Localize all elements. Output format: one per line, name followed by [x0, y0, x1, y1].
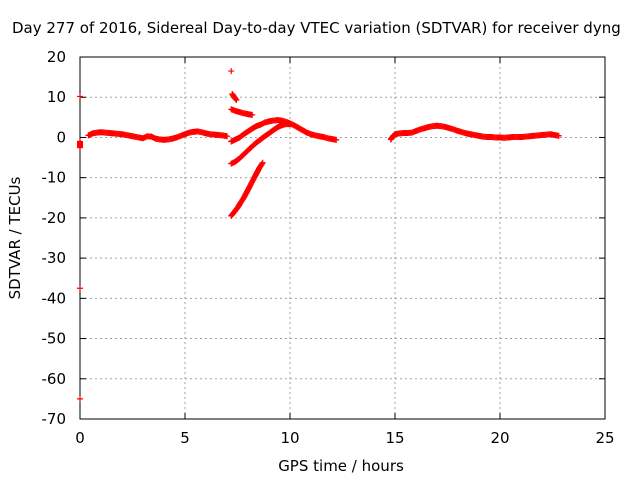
series-peak-points [228, 68, 240, 104]
grid [80, 57, 605, 419]
y-tick-label: -10 [42, 169, 67, 187]
y-tick-label: -40 [42, 289, 67, 307]
y-tick-label: -50 [42, 330, 67, 348]
data-points [77, 68, 562, 402]
x-tick-label: 20 [490, 429, 509, 447]
data-point [224, 133, 230, 140]
series-upper-arc [228, 117, 340, 145]
data-point [77, 285, 83, 292]
x-tick-label: 5 [180, 429, 190, 447]
y-tick-label: -60 [42, 370, 67, 388]
y-axis-label: SDTVAR / TECUs [6, 176, 24, 299]
data-point [233, 97, 240, 104]
data-point [249, 111, 256, 118]
series-early-outliers [77, 93, 83, 402]
data-point [259, 159, 266, 166]
y-tick-label: 10 [47, 88, 66, 106]
x-tick-label: 25 [595, 429, 614, 447]
y-tick-label: 0 [56, 128, 66, 146]
chart-title: Day 277 of 2016, Sidereal Day-to-day VTE… [12, 19, 621, 37]
y-tick-label: -20 [42, 209, 67, 227]
plot-frame [79, 56, 606, 420]
data-point [555, 132, 562, 139]
data-point [232, 96, 239, 103]
series-upper-short-segment [228, 106, 256, 118]
data-point [77, 395, 83, 402]
x-tick-label: 10 [280, 429, 299, 447]
series-middle-arc [228, 121, 293, 167]
x-tick-label: 0 [75, 429, 85, 447]
data-point [228, 68, 235, 75]
axis-ticks [79, 56, 606, 420]
data-point [287, 121, 293, 128]
x-tick-label: 15 [385, 429, 404, 447]
y-tick-label: -70 [42, 410, 67, 428]
series-lower-rise [228, 159, 266, 219]
tick-labels: 0 5 10 15 20 25 20 10 0 -10 -20 -30 -40 -50 -60 -70 [42, 48, 615, 447]
data-point [77, 93, 83, 100]
data-point [259, 160, 266, 167]
data-point [77, 144, 83, 151]
series-main-baseline-0-12h [85, 128, 230, 143]
x-axis-label: GPS time / hours [278, 457, 404, 475]
y-tick-label: 20 [47, 48, 66, 66]
y-tick-label: -30 [42, 249, 67, 267]
data-point [333, 136, 340, 143]
series-main-baseline-15-23h [387, 122, 562, 143]
